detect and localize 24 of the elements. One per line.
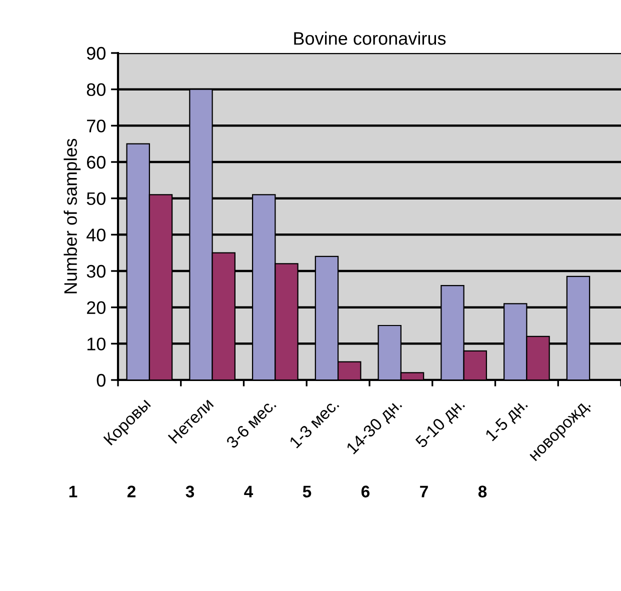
y-tick-label: 70: [87, 120, 106, 132]
x-tick-label: 1-5 дн.: [484, 398, 530, 444]
x-tick-label: 1-3 мес.: [288, 398, 340, 449]
text: 3: [186, 486, 194, 498]
y-tick-label: 50: [86, 192, 106, 206]
y-tick-label: 20: [87, 301, 106, 314]
y-tick-label: 40: [86, 228, 106, 242]
y-tick-label: 30: [86, 264, 106, 278]
y-tick-label: 60: [87, 156, 106, 169]
text: 4: [244, 486, 254, 498]
text: 6: [361, 486, 370, 498]
text: 5: [302, 486, 312, 498]
y-axis-title: Number of samples: [64, 138, 81, 294]
text: 2: [127, 486, 136, 498]
x-tick-label: 3-6 мес.: [226, 398, 276, 449]
text: 1: [69, 486, 78, 498]
y-tick-label: 80: [86, 83, 106, 96]
y-tick-label: 0: [96, 374, 106, 387]
y-tick-label: 10: [87, 338, 106, 350]
x-tick-label: 5-10 дн.: [414, 398, 468, 451]
text: 7: [420, 486, 428, 498]
text: 8: [478, 486, 487, 498]
chart-title: Bovine coronavirus: [294, 32, 446, 45]
y-tick-label: 90: [86, 46, 106, 60]
